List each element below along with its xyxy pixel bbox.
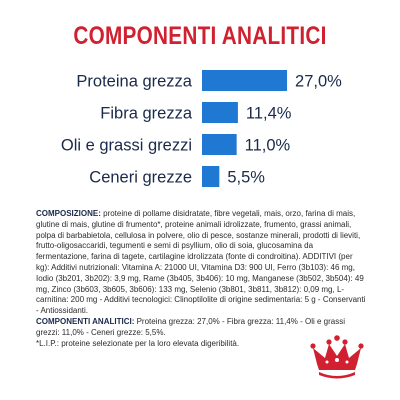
analytical-paragraph: COMPONENTI ANALITICI: Proteina grezza: 2… [36, 317, 366, 339]
value-label: 11,4% [246, 105, 292, 123]
bar [202, 134, 237, 155]
composition-block: COMPOSIZIONE: proteine di pollame disidr… [36, 209, 366, 349]
category-label: Proteina grezza [76, 73, 192, 91]
category-label: Fibra grezza [100, 105, 193, 123]
composition-paragraph: COMPOSIZIONE: proteine di pollame disidr… [36, 209, 366, 317]
value-label: 5,5% [227, 169, 265, 187]
royal-canin-crown-icon [310, 335, 364, 379]
bar [202, 102, 238, 123]
value-label: 27,0% [295, 73, 342, 91]
category-label: Ceneri grezze [89, 169, 192, 187]
analytical-text: Proteina grezza: 27,0% - Fibra grezza: 1… [36, 316, 345, 337]
footnote: *L.I.P.: proteine selezionate per la lor… [36, 338, 240, 348]
analytical-chart: Proteina grezza 27,0% Fibra grezza 11,4% Oli… [61, 70, 342, 187]
composition-text: proteine di pollame disidratate, fibre v… [36, 209, 366, 316]
composition-heading: COMPOSIZIONE: [36, 209, 101, 218]
analytical-heading: COMPONENTI ANALITICI: [36, 316, 135, 326]
value-label: 11,0% [245, 137, 291, 155]
bar [202, 70, 288, 91]
bar [202, 166, 220, 187]
page-title: COMPONENTI ANALITICI [73, 22, 327, 50]
category-label: Oli e grassi grezzi [61, 137, 192, 155]
